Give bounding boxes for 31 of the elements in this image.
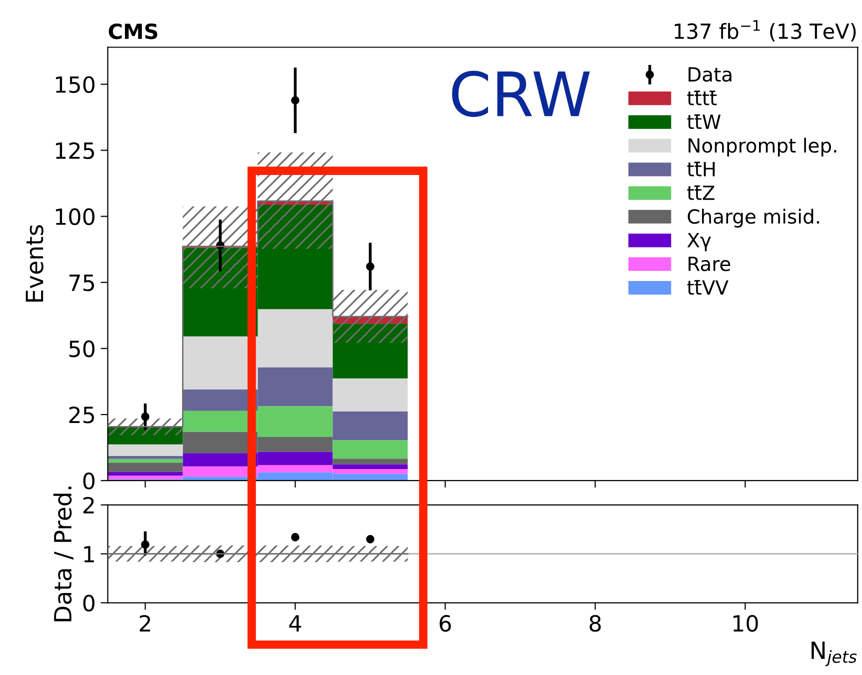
legend-label: Rare — [688, 256, 730, 272]
x-tick-label: 8 — [590, 614, 601, 632]
y-tick-label: 75 — [69, 274, 94, 292]
y-tick-label: 25 — [69, 406, 94, 424]
y-tick-label: 50 — [69, 340, 94, 358]
legend-label: Xγ — [687, 233, 711, 252]
legend-label: tt̄tt̄ — [687, 90, 717, 106]
chart-title: CMS — [108, 23, 158, 40]
x-axis-title: N$_{jets}$ — [812, 642, 857, 666]
y-tick-label: 2 — [83, 496, 94, 514]
legend-label: Nonprompt lep. — [688, 138, 836, 157]
legend-label: tt̄Z — [687, 185, 714, 200]
legend-label: tt̄VV — [687, 280, 728, 295]
y-axis-title: Events — [26, 225, 44, 302]
legend-label: Charge misid. — [688, 208, 819, 228]
y-tick-label: 0 — [83, 472, 94, 490]
y-axis-title: Data / Pred. — [53, 486, 74, 622]
y-tick-label: 1 — [84, 546, 94, 562]
y-tick-label: 125 — [56, 142, 94, 160]
x-tick-label: 4 — [289, 615, 302, 632]
legend-label: tt̄W — [687, 114, 721, 129]
y-tick-label: 150 — [56, 76, 94, 93]
x-tick-label: 2 — [140, 614, 150, 632]
y-tick-label: 0 — [83, 594, 94, 612]
y-tick-label: 100 — [56, 208, 94, 226]
legend-label: tt̄H — [687, 162, 715, 176]
x-tick-label: 6 — [440, 614, 451, 632]
annotation: CRW — [452, 70, 590, 117]
legend-label: Data — [688, 67, 732, 82]
x-tick-label: 10 — [734, 614, 758, 632]
chart-subtitle: 137 fb$^{−1}$ (13 TeV) — [674, 20, 856, 42]
